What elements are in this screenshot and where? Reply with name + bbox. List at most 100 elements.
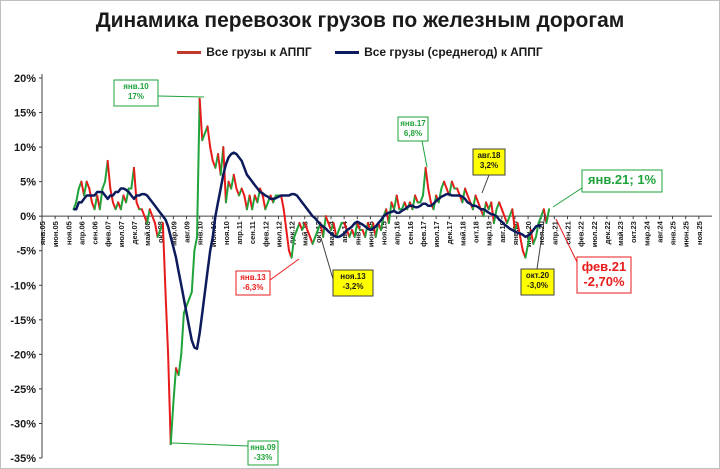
annotation-feb21-leader — [555, 218, 578, 263]
monthly-series-segment — [156, 229, 162, 238]
x-tick-label: июл.12 — [274, 221, 283, 247]
annotation-jan17-leader — [421, 140, 428, 168]
x-tick-label: апр.16 — [393, 221, 402, 245]
x-tick-label: июн.25 — [682, 221, 691, 247]
annotation-jan21-leader — [552, 187, 583, 208]
x-tick-label: сен.06 — [91, 221, 100, 244]
x-tick-label: авг.24 — [655, 220, 664, 242]
x-tick-label: июл.17 — [432, 221, 441, 247]
legend-label-average: Все грузы (среднегод) к АППГ — [364, 44, 543, 59]
y-tick-label: -25% — [10, 384, 36, 396]
x-tick-label: янв.15 — [353, 221, 362, 245]
x-tick-label: авг.19 — [498, 221, 507, 243]
monthly-series-segment — [424, 166, 430, 190]
monthly-series-segment — [506, 215, 511, 225]
y-tick-label: -15% — [10, 315, 36, 327]
monthly-series-segment — [337, 222, 343, 231]
monthly-series-segment — [532, 235, 537, 245]
annotation-jan10-box — [113, 79, 159, 107]
monthly-series-segment — [290, 235, 296, 259]
monthly-series-segment — [524, 242, 530, 259]
annotation-jan10-leader — [157, 95, 205, 98]
annotation-oct20-text-1: -3,0% — [527, 281, 548, 290]
monthly-series-segment — [193, 235, 199, 252]
monthly-series-segment — [303, 222, 309, 231]
x-tick-label: дек.07 — [130, 221, 139, 244]
monthly-series-segment — [119, 194, 125, 211]
y-tick-label: -5% — [16, 246, 36, 258]
annotation-jan10-text-1: 17% — [128, 92, 144, 101]
monthly-series-segment — [169, 401, 175, 446]
monthly-series-segment — [511, 208, 516, 231]
monthly-series-segment — [519, 235, 524, 252]
monthly-series-segment — [198, 97, 204, 142]
y-tick-label: -30% — [10, 418, 36, 430]
y-tick-label: -20% — [10, 349, 36, 361]
monthly-series-segment — [490, 201, 495, 225]
monthly-series-segment — [311, 235, 317, 245]
monthly-series-segment — [332, 222, 338, 238]
monthly-series-segment — [201, 132, 206, 142]
annotation-jan17: янв.176,8% — [397, 116, 429, 168]
monthly-series-segment — [188, 291, 193, 301]
monthly-series-segment — [353, 222, 359, 238]
monthly-series-segment — [206, 125, 212, 149]
x-tick-label: апр.11 — [235, 221, 244, 244]
x-tick-label: мар.19 — [485, 221, 494, 246]
x-tick-label: июл.22 — [590, 221, 599, 247]
monthly-series-segment — [101, 180, 107, 190]
monthly-series-segment — [180, 311, 185, 356]
monthly-series-segment — [135, 201, 141, 211]
monthly-series-segment — [172, 367, 177, 404]
monthly-series-segment — [185, 298, 191, 307]
legend-entry-average: Все грузы (среднегод) к АППГ — [335, 45, 543, 59]
monthly-series-segment — [232, 173, 238, 190]
x-tick-label: фев.17 — [419, 221, 428, 247]
monthly-series-segment — [209, 146, 214, 162]
annotation-jan09-box — [247, 440, 279, 466]
x-tick-label: янв.25 — [669, 221, 678, 245]
annotation-aug18-text-0: авг.18 — [477, 151, 501, 160]
x-tick-label: май.18 — [458, 221, 467, 246]
annotation-nov13-text-0: ноя.13 — [340, 272, 366, 281]
monthly-series-segment — [461, 187, 467, 204]
monthly-series-segment — [537, 215, 543, 225]
x-tick-label: май.13 — [301, 221, 310, 246]
annotation-aug18-leader — [481, 174, 490, 194]
monthly-series-segment — [314, 229, 319, 238]
annotation-feb21-text-0: фев.21 — [582, 259, 627, 274]
annotation-aug18: авг.183,2% — [472, 148, 506, 194]
monthly-series-segment — [443, 180, 448, 190]
monthly-series-segment — [190, 249, 196, 294]
annotation-nov13-leader — [320, 237, 334, 280]
x-tick-label: авг.09 — [183, 221, 192, 243]
x-tick-label: окт.13 — [314, 221, 323, 243]
y-tick-label: -35% — [10, 453, 36, 465]
monthly-series-segment — [437, 187, 443, 204]
x-tick-label: фев.22 — [577, 221, 586, 247]
monthly-series-segment — [466, 194, 472, 204]
x-tick-label: ноя.05 — [64, 221, 73, 245]
y-tick-label: 5% — [20, 177, 36, 189]
annotation-oct20-leader — [536, 213, 546, 270]
monthly-series-segment — [83, 180, 88, 197]
monthly-series-segment — [421, 166, 427, 197]
annotation-jan13-leader — [269, 258, 300, 281]
y-tick-label: 0% — [20, 211, 36, 223]
annotation-jan21-text-0: янв.21; 1% — [588, 172, 657, 187]
monthly-series-segment — [196, 97, 201, 238]
chart-legend: Все грузы к АППГ Все грузы (среднегод) к… — [0, 44, 720, 59]
legend-label-monthly: Все грузы к АППГ — [206, 44, 312, 59]
x-tick-label: ноя.10 — [222, 221, 231, 245]
monthly-series-segment — [293, 229, 298, 238]
x-tick-label: окт.08 — [156, 221, 165, 243]
annotation-jan13-box — [235, 270, 271, 296]
monthly-series-segment — [500, 208, 506, 218]
x-tick-label: сен.11 — [248, 221, 257, 244]
x-tick-label: апр.21 — [550, 221, 559, 245]
y-tick-label: 10% — [14, 142, 36, 154]
monthly-series-segment — [419, 194, 424, 204]
annotation-oct20: окт.20-3,0% — [520, 213, 555, 296]
